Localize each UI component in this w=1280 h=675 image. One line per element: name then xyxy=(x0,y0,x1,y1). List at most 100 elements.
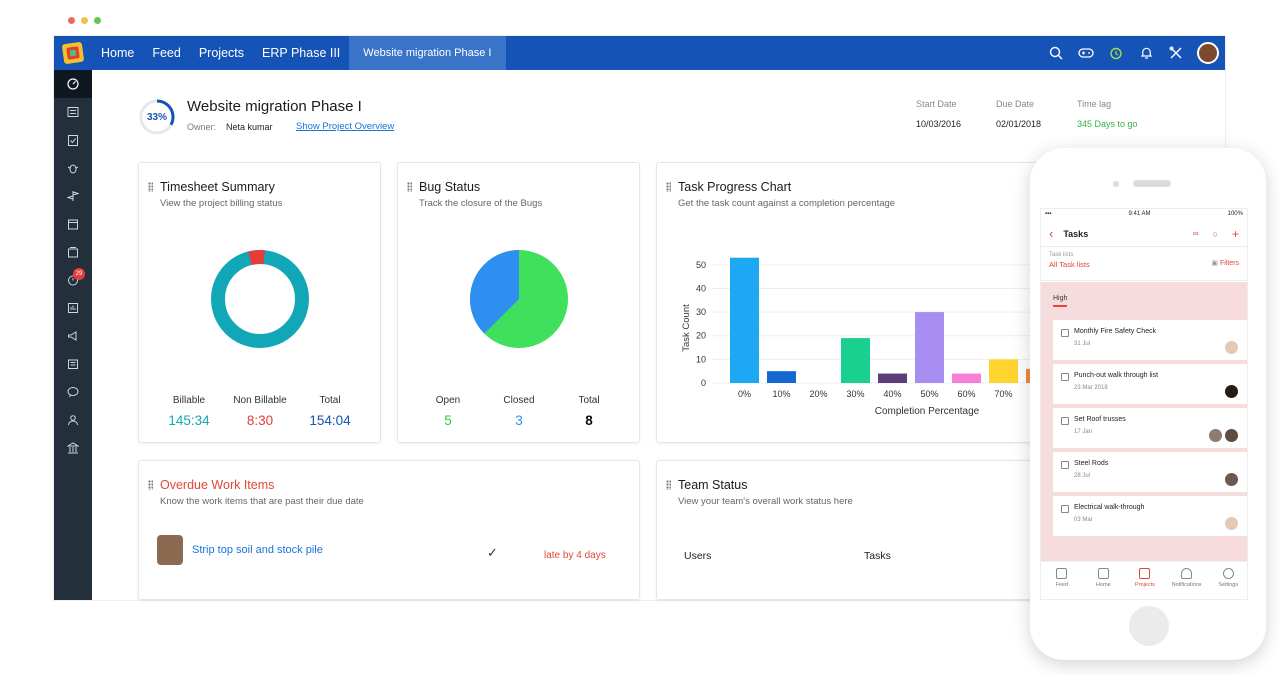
drag-handle-icon[interactable] xyxy=(148,480,153,490)
bottom-nav-feed[interactable]: Feed xyxy=(1041,562,1083,599)
reports-icon[interactable] xyxy=(54,294,92,322)
list-item[interactable]: Monthly Fire Safety Check 31 Jul xyxy=(1053,320,1247,360)
total-stat: Total 154:04 xyxy=(290,395,370,428)
total-label: Total xyxy=(578,395,600,406)
mobile-device: ▪▪▪ 9:41 AM 100% ‹ Tasks ∞ ○ + Task list… xyxy=(1030,148,1266,660)
tasks-icon[interactable] xyxy=(54,126,92,154)
y-axis-label: Task Count xyxy=(681,304,692,352)
nav-erp-phase[interactable]: ERP Phase III xyxy=(262,46,341,60)
back-icon[interactable]: ‹ xyxy=(1049,226,1054,241)
owner-info: Owner: Neta kumar xyxy=(187,122,273,132)
announcements-icon[interactable] xyxy=(54,322,92,350)
task-name: Set Roof trusses xyxy=(1074,416,1126,423)
alarm-icon[interactable] xyxy=(1101,36,1131,70)
bell-icon[interactable] xyxy=(1131,36,1161,70)
progress-label: 33% xyxy=(146,111,167,123)
mobile-screen: ▪▪▪ 9:41 AM 100% ‹ Tasks ∞ ○ + Task list… xyxy=(1040,208,1248,600)
task-name: Punch-out walk through list xyxy=(1074,372,1159,379)
bugs-icon[interactable] xyxy=(54,154,92,182)
more-icon[interactable]: ∞ xyxy=(1192,229,1199,238)
drag-handle-icon[interactable] xyxy=(666,182,671,192)
x-tick-label: 30% xyxy=(846,389,864,399)
bank-icon[interactable] xyxy=(54,434,92,462)
billable-value: 145:34 xyxy=(168,413,210,428)
drag-handle-icon[interactable] xyxy=(148,182,153,192)
calendar-icon[interactable] xyxy=(54,210,92,238)
bell-icon xyxy=(1181,568,1193,579)
milestones-icon[interactable] xyxy=(54,182,92,210)
nav-home[interactable]: Home xyxy=(101,46,135,60)
bar-50% xyxy=(915,312,944,383)
users-icon[interactable] xyxy=(54,406,92,434)
list-item[interactable]: Electrical walk-through 03 Mar xyxy=(1053,496,1247,536)
bottom-nav-notifications[interactable]: Notifications xyxy=(1166,562,1208,599)
task-checkbox[interactable] xyxy=(1061,417,1069,425)
top-icon-group xyxy=(1041,36,1225,70)
bottom-nav-label: Projects xyxy=(1135,582,1155,588)
task-name: Monthly Fire Safety Check xyxy=(1074,328,1157,335)
tools-icon[interactable] xyxy=(1161,36,1191,70)
bar-70% xyxy=(989,359,1018,383)
list-item[interactable]: Steel Rods 28 Jul xyxy=(1053,452,1247,492)
dashboard-icon[interactable] xyxy=(54,70,92,98)
task-checkbox[interactable] xyxy=(1061,505,1069,513)
task-checkbox[interactable] xyxy=(1061,329,1069,337)
list-item[interactable]: Punch-out walk through list 23 Mar 2018 xyxy=(1053,364,1247,404)
card-subtitle: Know the work items that are past their … xyxy=(160,496,364,507)
bottom-nav-projects[interactable]: Projects xyxy=(1124,562,1166,599)
filters-label: Filters xyxy=(1219,260,1239,267)
due-date: Due Date 02/01/2018 xyxy=(996,99,1041,129)
task-checkbox[interactable] xyxy=(1061,373,1069,381)
bug-pie-chart xyxy=(469,250,568,348)
drag-handle-icon[interactable] xyxy=(407,182,412,192)
bug-status-card: Bug Status Track the closure of the Bugs… xyxy=(397,162,640,443)
avatar xyxy=(1225,341,1238,354)
nav-active-project[interactable]: Website migration Phase I xyxy=(349,36,506,70)
filters-button[interactable]: ▣ Filters xyxy=(1211,259,1239,267)
tasklists-value: All Task lists xyxy=(1049,260,1090,269)
documents-icon[interactable] xyxy=(54,238,92,266)
feed-icon[interactable] xyxy=(54,98,92,126)
task-progress-card: Task Progress Chart Get the task count a… xyxy=(656,162,1046,443)
card-title: Overdue Work Items xyxy=(160,478,275,492)
task-date: 31 Jul xyxy=(1074,341,1091,347)
pages-icon[interactable] xyxy=(54,350,92,378)
list-item[interactable]: Set Roof trusses 17 Jan xyxy=(1053,408,1247,448)
home-button[interactable] xyxy=(1129,606,1169,646)
bottom-nav-label: Home xyxy=(1096,582,1111,588)
drag-handle-icon[interactable] xyxy=(666,480,671,490)
show-overview-link[interactable]: Show Project Overview xyxy=(296,121,395,132)
minimize-dot[interactable] xyxy=(81,17,88,24)
bottom-nav-home[interactable]: Home xyxy=(1083,562,1125,599)
task-checkbox[interactable] xyxy=(1061,461,1069,469)
close-dot[interactable] xyxy=(68,17,75,24)
timesheet-icon[interactable]: 29 xyxy=(54,266,92,294)
nav-feed[interactable]: Feed xyxy=(152,46,181,60)
user-avatar[interactable] xyxy=(1197,42,1219,64)
bar-30% xyxy=(841,338,870,383)
avatar xyxy=(1225,385,1238,398)
task-date: 03 Mar xyxy=(1074,517,1093,523)
add-icon[interactable]: + xyxy=(1231,226,1239,241)
project-title: Website migration Phase I xyxy=(187,98,362,115)
nav-projects[interactable]: Projects xyxy=(198,46,244,60)
search-icon[interactable]: ○ xyxy=(1212,228,1218,239)
avatar xyxy=(1225,517,1238,530)
maximize-dot[interactable] xyxy=(94,17,101,24)
app-logo[interactable] xyxy=(54,36,92,70)
start-date-value: 10/03/2016 xyxy=(916,119,962,129)
chat-icon[interactable] xyxy=(54,378,92,406)
y-tick-label: 10 xyxy=(696,354,706,364)
overdue-item-link[interactable]: Strip top soil and stock pile xyxy=(192,544,323,556)
task-list-selector[interactable]: Task lists All Task lists ▣ Filters xyxy=(1041,247,1247,281)
gamepad-icon[interactable] xyxy=(1071,36,1101,70)
search-icon[interactable] xyxy=(1041,36,1071,70)
bar-60% xyxy=(952,373,981,383)
bottom-nav-settings[interactable]: Settings xyxy=(1207,562,1247,599)
check-icon[interactable]: ✓ xyxy=(487,545,498,560)
feed-icon xyxy=(1056,568,1068,579)
closed-stat: Closed 3 xyxy=(479,395,559,428)
progress-ring xyxy=(139,99,175,135)
x-tick-label: 60% xyxy=(957,389,975,399)
tab-high[interactable]: High xyxy=(1053,295,1068,307)
